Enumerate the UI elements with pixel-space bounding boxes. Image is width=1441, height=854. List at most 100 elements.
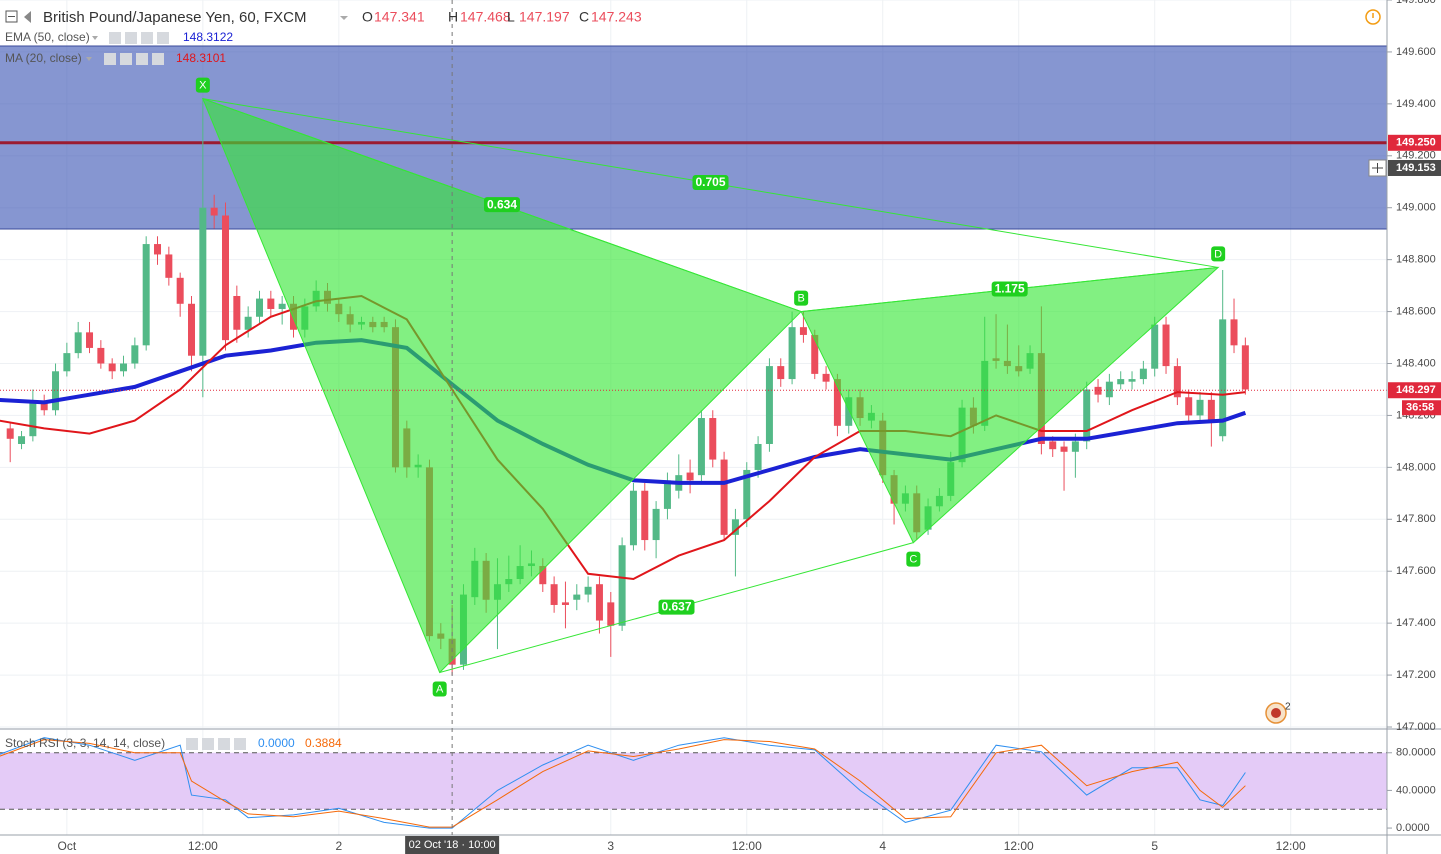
button-eye[interactable] [109,32,121,44]
x-tick-label: Oct [58,839,77,853]
point-badge [906,551,921,567]
candle-body [822,373,830,382]
candle-body [52,371,60,411]
button-close[interactable] [157,32,169,44]
button-settings[interactable] [125,32,137,44]
button-close[interactable] [234,738,246,750]
oscillator-line [0,737,1246,829]
candle-body [686,472,694,481]
crosshair-plus [1372,162,1383,173]
button-settings[interactable] [120,53,132,65]
candle-body [731,519,739,535]
candle-body [595,584,603,621]
button-more[interactable] [136,53,148,65]
y-tick-label: 149.600 [1396,46,1436,58]
point-badge [432,681,447,697]
symbol-icon [24,11,31,23]
y-tick-label: 147.000 [1396,721,1436,733]
crosshair-time-label: 02 Oct '18 · 10:00 [409,839,496,851]
ratio-label: 0.637 [661,600,691,614]
point-label: X [199,80,207,92]
y-tick-label: 147.200 [1396,669,1436,681]
candle-body [1151,324,1159,369]
ohlc-value: 147.197 [519,9,570,25]
candle-body [74,332,82,354]
x-tick-label: 12:00 [1276,839,1306,853]
candle-body [131,345,139,364]
button-close[interactable] [152,53,164,65]
candle-body [40,402,48,411]
x-tick-label: 12:00 [1004,839,1034,853]
y-tick-label: 149.800 [1396,0,1436,6]
x-tick-label: 12:00 [732,839,762,853]
stoch-pane [0,737,1387,829]
x-tick-label: 5 [1151,839,1158,853]
y-tick-label: 148.800 [1396,254,1436,266]
candle-body [765,366,773,444]
dropdown-arrow[interactable] [86,57,92,61]
candle-body [709,418,717,460]
button-more[interactable] [218,738,230,750]
button-eye[interactable] [104,53,116,65]
ratio-badge [991,281,1028,297]
ohlc-value: 147.341 [374,9,425,25]
indicator-value: 0.3884 [305,736,342,750]
candle-body [97,347,105,364]
candle-body [754,443,762,470]
point-label: A [436,683,444,695]
dropdown-arrow[interactable] [92,36,98,40]
candle-body [607,602,615,626]
button-more[interactable] [141,32,153,44]
candle-body [845,397,853,426]
events-flag [1271,708,1281,718]
indicator-value: 148.3122 [183,30,233,44]
button-settings[interactable] [202,738,214,750]
ratio-label: 0.634 [487,197,517,211]
point-badge [195,77,210,93]
candle-body [1105,381,1113,398]
ratio-badge [692,175,729,191]
candle-body [1219,319,1227,437]
price-tag-label: 149.250 [1396,137,1436,149]
dropdown-arrow[interactable] [340,16,348,20]
candle-body [550,584,558,605]
ohlc-value: 147.243 [591,9,642,25]
point-label: B [797,292,804,304]
point-label: C [909,554,917,566]
warning-icon[interactable] [1365,9,1381,25]
indicator-name: Stoch RSI (3, 3, 14, 14, close) [5,736,165,750]
candle-body [799,327,807,335]
candle-body [629,490,637,546]
y-tick-label: 0.0000 [1396,822,1430,834]
collapse-icon[interactable] [5,10,18,23]
y-tick-label: 147.400 [1396,617,1436,629]
y-tick-label: 148.600 [1396,305,1436,317]
ohlc-key: L [507,9,515,25]
candle-body [86,332,94,348]
button-eye[interactable] [186,738,198,750]
candle-body [1060,446,1068,452]
candle-body [1196,399,1204,416]
price-tag-label: 148.297 [1396,384,1436,396]
y-tick-label: 147.600 [1396,565,1436,577]
candle-body [833,379,841,426]
candle-body [584,586,592,595]
candle-body [199,207,207,356]
candle-body [142,244,150,346]
candle-body [1230,319,1238,346]
candle-body [652,508,660,541]
candle-body [743,469,751,520]
candle-body [244,316,252,330]
ohlc-value: 147.468 [460,9,511,25]
candle-body [108,363,116,372]
candle-body [1162,324,1170,367]
moving-average-line [0,294,1246,581]
ratio-badge [658,599,695,615]
candle-body [120,363,128,372]
y-tick-label: 149.400 [1396,98,1436,110]
candle-body [154,244,162,255]
y-tick-label: 149.200 [1396,150,1436,162]
pattern-triangle [800,266,1220,544]
x-tick-label: 3 [607,839,614,853]
candle-body [165,254,173,278]
